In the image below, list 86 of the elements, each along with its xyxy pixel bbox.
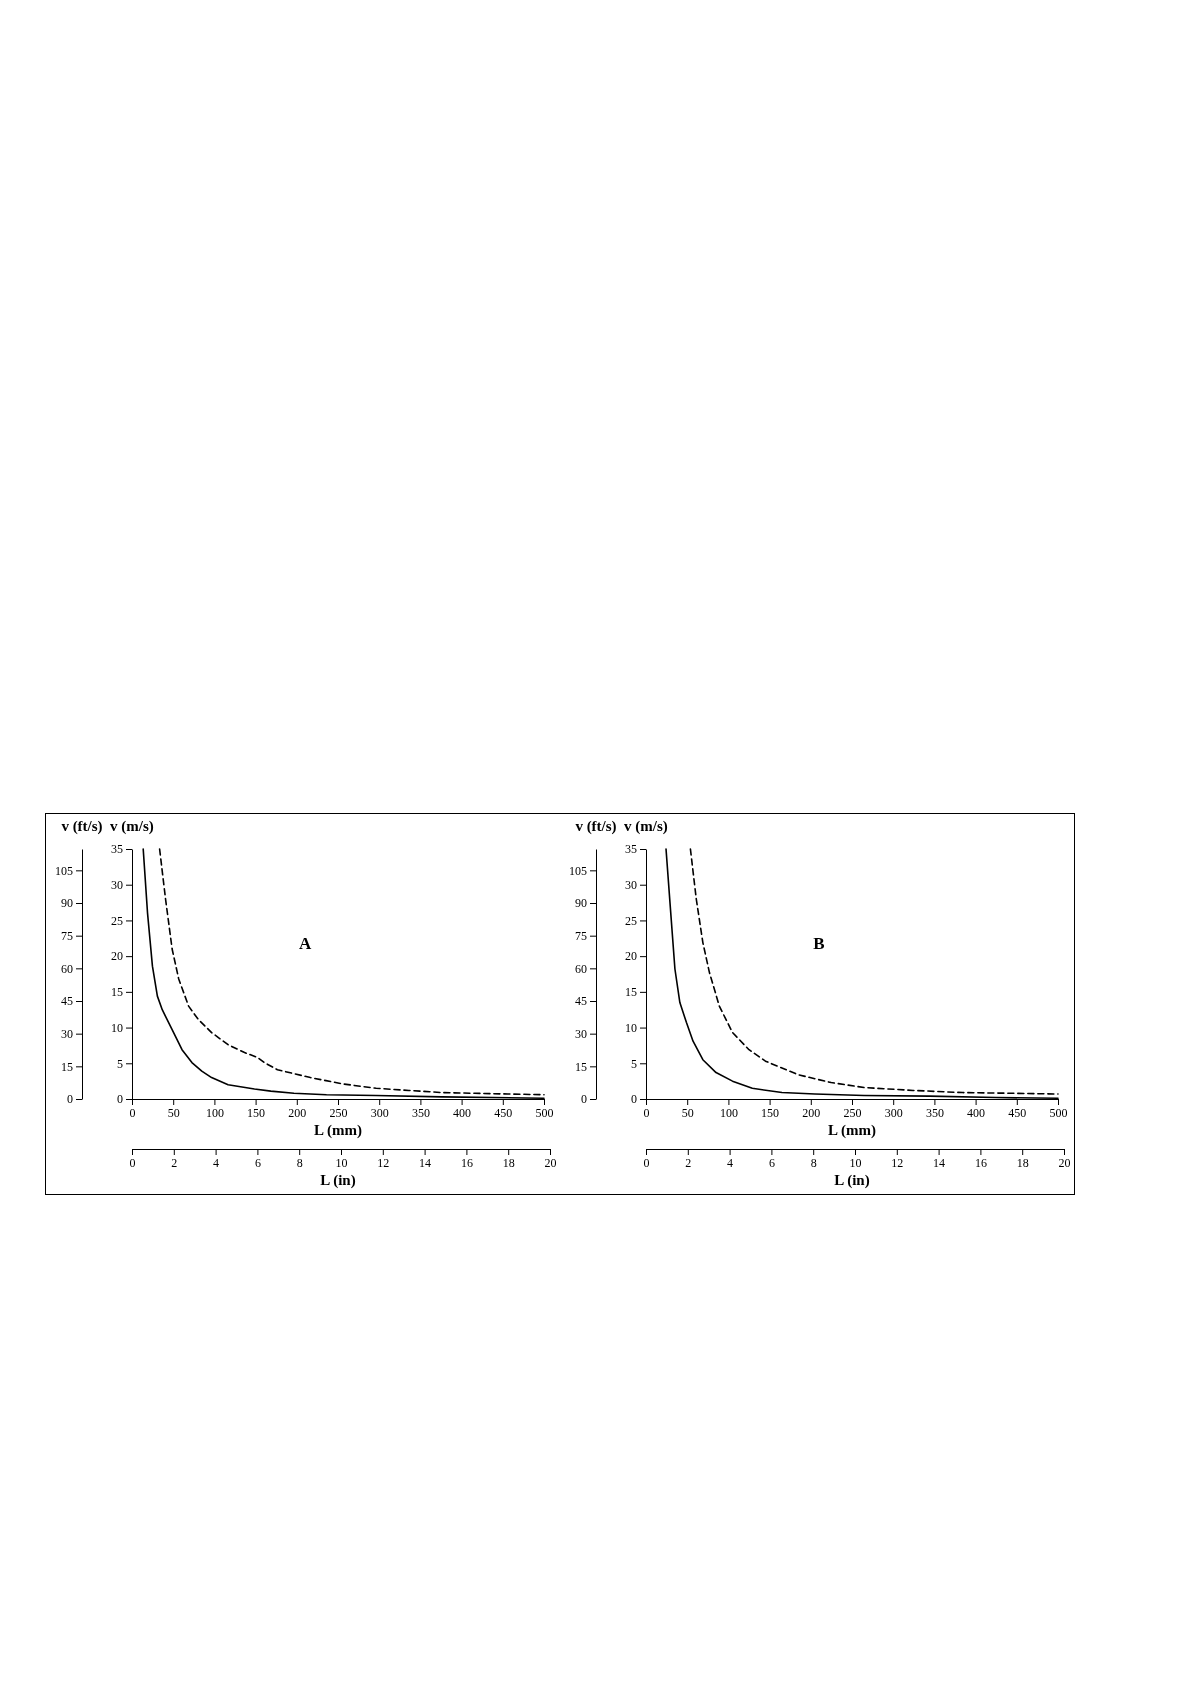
- x-tick-label: 450: [1008, 1105, 1027, 1120]
- x-tick-label: 400: [453, 1105, 472, 1120]
- y-tick-label: 15: [111, 985, 123, 1000]
- y-axis-title: v (m/s): [624, 818, 668, 835]
- y2-axis-title: v (ft/s): [575, 818, 617, 835]
- y2-tick-label: 0: [67, 1092, 73, 1107]
- y-tick-label: 25: [111, 913, 123, 928]
- y-tick-label: 35: [111, 842, 123, 857]
- x2-tick-label: 12: [891, 1155, 904, 1170]
- x-tick-label: 200: [288, 1105, 307, 1120]
- annotation: B: [813, 934, 825, 953]
- x2-tick-label: 2: [171, 1155, 178, 1170]
- y2-tick-label: 75: [575, 929, 587, 944]
- x-tick-label: 150: [247, 1105, 266, 1120]
- x-tick-label: 250: [843, 1105, 862, 1120]
- y-tick-label: 20: [111, 949, 123, 964]
- x-tick-label: 400: [967, 1105, 986, 1120]
- y-tick-label: 35: [625, 842, 637, 857]
- y2-tick-label: 60: [575, 961, 587, 976]
- x2-axis-title: L (in): [320, 1172, 356, 1189]
- x-tick-label: 500: [1049, 1105, 1068, 1120]
- x2-tick-label: 8: [296, 1155, 303, 1170]
- x2-tick-label: 4: [727, 1155, 734, 1170]
- x-tick-label: 350: [411, 1105, 430, 1120]
- x2-tick-label: 20: [544, 1155, 557, 1170]
- x2-tick-label: 6: [254, 1155, 261, 1170]
- x2-tick-label: 12: [377, 1155, 390, 1170]
- x2-tick-label: 8: [810, 1155, 817, 1170]
- x-tick-label: 250: [329, 1105, 348, 1120]
- x2-tick-label: 18: [502, 1155, 515, 1170]
- y2-tick-label: 45: [575, 994, 587, 1009]
- x2-tick-label: 6: [768, 1155, 775, 1170]
- y-tick-label: 10: [625, 1020, 637, 1035]
- y-tick-label: 5: [117, 1056, 123, 1071]
- y2-tick-label: 30: [61, 1027, 73, 1042]
- y-tick-label: 15: [625, 985, 637, 1000]
- y2-tick-label: 45: [61, 994, 73, 1009]
- x-tick-label: 450: [494, 1105, 513, 1120]
- x-tick-label: 350: [925, 1105, 944, 1120]
- x2-tick-label: 20: [1058, 1155, 1071, 1170]
- y-tick-label: 30: [625, 878, 637, 893]
- y2-tick-label: 15: [61, 1059, 73, 1074]
- x-axis-title: L (mm): [314, 1122, 362, 1139]
- x2-tick-label: 14: [933, 1155, 946, 1170]
- y-tick-label: 0: [117, 1092, 123, 1107]
- y2-axis-title: v (ft/s): [61, 818, 103, 835]
- x-axis-title: L (mm): [828, 1122, 876, 1139]
- y-tick-label: 25: [625, 913, 637, 928]
- y-tick-label: 0: [631, 1092, 637, 1107]
- x2-axis-title: L (in): [834, 1172, 870, 1189]
- x2-tick-label: 16: [974, 1155, 987, 1170]
- y2-tick-label: 90: [575, 896, 587, 911]
- x2-tick-label: 2: [685, 1155, 692, 1170]
- x-tick-label: 150: [761, 1105, 780, 1120]
- x-tick-label: 200: [802, 1105, 821, 1120]
- x2-tick-label: 4: [213, 1155, 220, 1170]
- y2-tick-label: 60: [61, 961, 73, 976]
- x-tick-label: 0: [643, 1105, 650, 1120]
- x-tick-label: 500: [535, 1105, 554, 1120]
- x2-tick-label: 10: [335, 1155, 348, 1170]
- y2-tick-label: 75: [61, 929, 73, 944]
- y-tick-label: 20: [625, 949, 637, 964]
- x-tick-label: 0: [129, 1105, 136, 1120]
- y2-tick-label: 105: [569, 863, 587, 878]
- x2-tick-label: 0: [643, 1155, 650, 1170]
- y2-tick-label: 90: [61, 896, 73, 911]
- y-tick-label: 30: [111, 878, 123, 893]
- x-tick-label: 300: [884, 1105, 903, 1120]
- x-tick-label: 50: [167, 1105, 180, 1120]
- x2-tick-label: 10: [849, 1155, 862, 1170]
- x2-tick-label: 16: [460, 1155, 473, 1170]
- y-tick-label: 10: [111, 1020, 123, 1035]
- y-axis-title: v (m/s): [110, 818, 154, 835]
- x-tick-label: 300: [370, 1105, 389, 1120]
- annotation: A: [298, 934, 312, 953]
- x2-tick-label: 18: [1016, 1155, 1029, 1170]
- y2-tick-label: 30: [575, 1027, 587, 1042]
- x-tick-label: 100: [205, 1105, 224, 1120]
- x-tick-label: 100: [719, 1105, 738, 1120]
- y2-tick-label: 0: [581, 1092, 587, 1107]
- x2-tick-label: 0: [129, 1155, 136, 1170]
- x-tick-label: 50: [681, 1105, 694, 1120]
- y2-tick-label: 15: [575, 1059, 587, 1074]
- x2-tick-label: 14: [419, 1155, 432, 1170]
- y-tick-label: 5: [631, 1056, 637, 1071]
- y2-tick-label: 105: [55, 863, 73, 878]
